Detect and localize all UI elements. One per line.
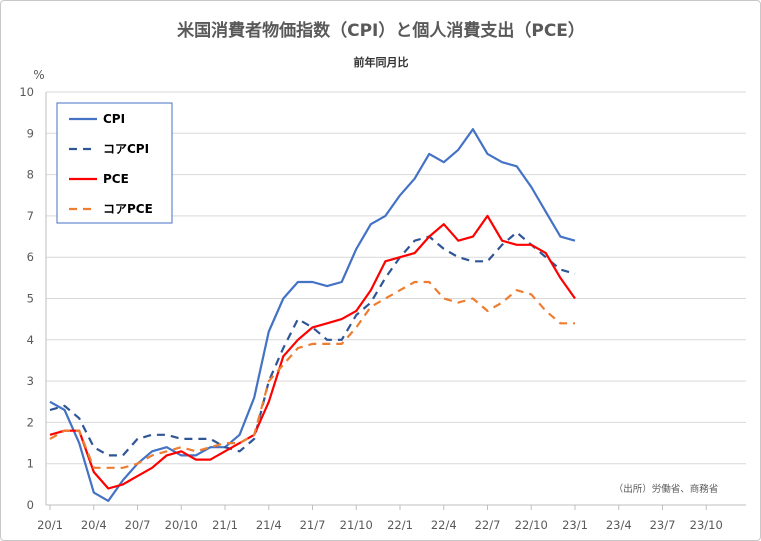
x-tick-label: 23/7 bbox=[650, 518, 676, 532]
series-line bbox=[49, 214, 576, 490]
y-tick-label: 7 bbox=[27, 209, 34, 223]
x-tick-label: 23/4 bbox=[606, 518, 632, 532]
x-tick-label: 22/1 bbox=[387, 518, 413, 532]
x-tick-label: 22/10 bbox=[515, 518, 548, 532]
series-line bbox=[49, 231, 576, 457]
gridlines bbox=[45, 91, 746, 506]
series-lines bbox=[49, 128, 576, 502]
legend: CPI コアCPI PCE コアPCE bbox=[56, 102, 173, 224]
x-tick-label: 22/4 bbox=[431, 518, 457, 532]
y-tick-label: 0 bbox=[27, 498, 34, 512]
chart-title: 米国消費者物価指数（CPI）と個人消費支出（PCE） bbox=[177, 20, 585, 41]
legend-label: コアCPI bbox=[103, 142, 149, 156]
y-tick-label: 3 bbox=[27, 374, 34, 388]
legend-label: PCE bbox=[103, 172, 129, 186]
y-axis-unit: % bbox=[33, 68, 44, 82]
y-tick-label: 4 bbox=[27, 333, 34, 347]
x-tick-labels: 20/1 20/4 20/7 20/10 21/1 21/4 21/7 21/10 22/1 22… bbox=[37, 505, 723, 532]
x-tick-label: 20/4 bbox=[81, 518, 107, 532]
y-tick-labels: 0 1 2 3 4 5 6 7 8 9 10 bbox=[19, 85, 34, 512]
x-tick-label: 23/1 bbox=[562, 518, 588, 532]
x-tick-label: 21/4 bbox=[256, 518, 282, 532]
source-note: （出所）労働省、商務省 bbox=[614, 483, 719, 495]
y-tick-label: 1 bbox=[27, 457, 34, 471]
y-tick-label: 2 bbox=[27, 415, 34, 429]
y-tick-label: 10 bbox=[19, 85, 34, 99]
x-tick-label: 20/7 bbox=[125, 518, 151, 532]
x-tick-label: 20/10 bbox=[165, 518, 198, 532]
y-tick-label: 8 bbox=[27, 168, 34, 182]
legend-label: CPI bbox=[103, 112, 125, 126]
y-tick-label: 5 bbox=[27, 292, 34, 306]
legend-label: コアPCE bbox=[103, 202, 153, 216]
y-tick-label: 6 bbox=[27, 250, 34, 264]
y-tick-label: 9 bbox=[27, 126, 34, 140]
x-tick-label: 21/7 bbox=[300, 518, 326, 532]
x-tick-label: 20/1 bbox=[37, 518, 63, 532]
series-line bbox=[49, 280, 575, 469]
x-tick-label: 21/10 bbox=[340, 518, 373, 532]
x-tick-label: 22/7 bbox=[475, 518, 501, 532]
chart-subtitle: 前年同月比 bbox=[354, 55, 409, 69]
legend-box bbox=[56, 102, 173, 224]
x-tick-label: 21/1 bbox=[212, 518, 238, 532]
x-tick-label: 23/10 bbox=[690, 518, 723, 532]
